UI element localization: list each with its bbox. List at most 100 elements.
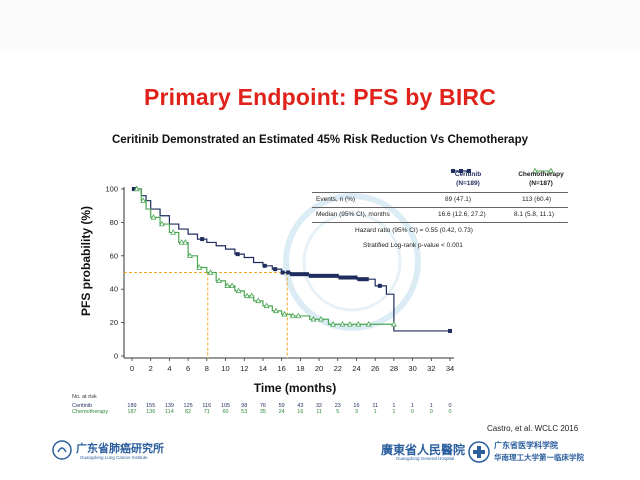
at-risk-count-chemotherapy: 114 [165,409,174,415]
censor-mark-ceritinib [357,277,362,282]
censor-mark-chemotherapy [339,320,346,327]
at-risk-count-ceritinib: 1 [429,403,433,409]
x-tick-label: 12 [240,364,248,373]
x-tick-label: 26 [371,364,379,373]
table-cell-chemotherapy: 113 (60.4) [522,196,552,203]
x-tick-label: 22 [334,364,342,373]
at-risk-count-chemotherapy: 1 [392,409,396,415]
censor-mark-ceritinib [331,273,336,278]
at-risk-count-ceritinib: 23 [334,403,341,409]
ceritinib-n: (N=189) [456,180,480,187]
x-tick-label: 24 [352,364,360,373]
table-header-chemotherapy: Chemotherapy (N=187) [511,170,571,188]
censor-mark-ceritinib [361,277,366,282]
censor-mark-chemotherapy [289,312,296,319]
censor-mark-chemotherapy [330,320,337,327]
censor-mark-ceritinib [319,273,324,278]
censor-mark-chemotherapy [273,307,280,314]
censor-mark-chemotherapy [244,292,251,299]
censor-mark-ceritinib [338,275,343,280]
at-risk-count-chemotherapy: 187 [127,409,137,415]
citation: Castro, et al. WCLC 2016 [487,424,579,433]
censor-mark-ceritinib [262,263,267,268]
y-tick-label: 100 [105,185,118,194]
censor-mark-ceritinib [323,273,328,278]
censor-mark-chemotherapy [355,320,362,327]
at-risk-count-chemotherapy: 60 [222,409,229,415]
logo-right-text-2: 华南理工大学第一临床学院 [494,453,584,462]
at-risk-count-chemotherapy: 71 [203,409,210,415]
chemotherapy-name: Chemotherapy [518,171,564,178]
censor-mark-ceritinib [364,277,369,282]
censor-mark-ceritinib [286,270,291,275]
censor-mark-ceritinib [301,272,306,277]
censor-mark-chemotherapy [133,185,140,192]
at-risk-count-ceritinib: 16 [353,403,360,409]
censor-mark-ceritinib [316,273,321,278]
censor-mark-chemotherapy [216,277,222,284]
censor-mark-ceritinib [342,275,347,280]
ceritinib-name: Ceritinib [454,171,482,178]
censor-mark-ceritinib [235,252,240,257]
at-risk-count-chemotherapy: 35 [259,409,266,415]
censor-mark-chemotherapy [207,269,214,275]
at-risk-count-ceritinib: 116 [202,403,212,409]
y-tick-label: 80 [110,218,118,227]
legend-marker-ceritinib [459,169,463,173]
at-risk-count-ceritinib: 98 [241,403,248,409]
censor-mark-chemotherapy [182,239,189,245]
hazard-ratio-text: Hazard ratio (95% CI) = 0.55 (0.42, 0.73… [355,227,473,234]
censor-mark-chemotherapy [150,214,157,220]
censor-mark-ceritinib [289,272,294,277]
logo-mid-subtitle: Guangdong General Hospital [396,456,455,461]
y-tick-label: 20 [110,318,118,327]
x-tick-label: 20 [315,364,323,373]
at-risk-count-chemotherapy: 16 [297,409,304,415]
at-risk-count-ceritinib: 11 [372,403,379,409]
km-curve-ceritinib [132,188,450,332]
censor-mark-ceritinib [448,328,452,333]
x-tick-label: 4 [167,364,171,373]
watermark-inner-ring [302,212,402,312]
gdgh-logo-icon [468,441,490,463]
censor-mark-ceritinib [304,272,309,277]
censor-mark-chemotherapy [255,297,262,304]
censor-mark-chemotherapy [170,229,177,235]
censor-mark-chemotherapy [346,320,353,327]
censor-mark-chemotherapy [310,315,317,322]
at-risk-count-ceritinib: 43 [297,403,304,409]
censor-mark-chemotherapy [248,292,255,299]
censor-mark-ceritinib [280,270,285,275]
at-risk-count-chemotherapy: 5 [336,409,340,415]
at-risk-count-ceritinib: 32 [315,403,323,409]
at-risk-count-ceritinib: 1 [392,403,396,409]
y-tick-label: 40 [110,285,118,294]
at-risk-count-chemotherapy: 1 [373,409,377,415]
x-tick-label: 14 [259,364,267,373]
censor-mark-chemotherapy [365,320,372,327]
at-risk-count-chemotherapy: 53 [241,409,248,415]
at-risk-count-chemotherapy: 3 [354,409,358,415]
logo-left-subtitle: Guangdong Lung Cancer Institute [80,455,148,460]
logo-mid-text: 廣東省人民醫院 [381,443,466,457]
at-risk-count-ceritinib: 59 [278,403,285,409]
censor-mark-chemotherapy [187,252,193,259]
table-cell-ceritinib: 89 (47.1) [445,196,472,203]
table-header-ceritinib: Ceritinib (N=189) [438,170,498,188]
x-axis-label: Time (months) [253,381,337,395]
x-tick-label: 0 [130,364,134,373]
censor-mark-chemotherapy [235,287,242,294]
legend-marker-chemotherapy [532,167,538,174]
censor-mark-ceritinib [377,283,382,288]
at-risk-count-ceritinib: 1 [411,403,415,409]
censor-mark-chemotherapy [178,239,185,245]
censor-mark-chemotherapy [263,302,270,309]
at-risk-count-chemotherapy: 0 [411,409,415,415]
at-risk-count-ceritinib: 105 [220,403,231,409]
logo-right-text-1: 广东省医学科学院 [494,440,558,450]
legend-marker-chemotherapy [548,167,554,174]
legend-marker-ceritinib [467,169,471,173]
censor-mark-ceritinib [353,275,358,280]
censor-mark-chemotherapy [295,312,302,319]
